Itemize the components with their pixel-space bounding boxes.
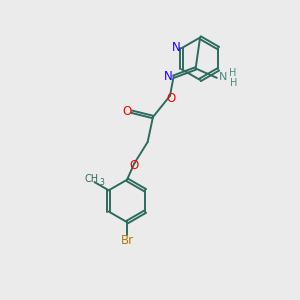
Text: O: O — [166, 92, 175, 105]
Text: H: H — [230, 78, 237, 88]
Text: N: N — [219, 72, 228, 82]
Text: O: O — [122, 105, 131, 118]
Text: N: N — [164, 70, 173, 83]
Text: N: N — [172, 41, 181, 54]
Text: H: H — [229, 68, 237, 78]
Text: O: O — [129, 159, 138, 172]
Text: Br: Br — [121, 234, 134, 247]
Text: 3: 3 — [99, 178, 104, 187]
Text: CH: CH — [85, 174, 99, 184]
